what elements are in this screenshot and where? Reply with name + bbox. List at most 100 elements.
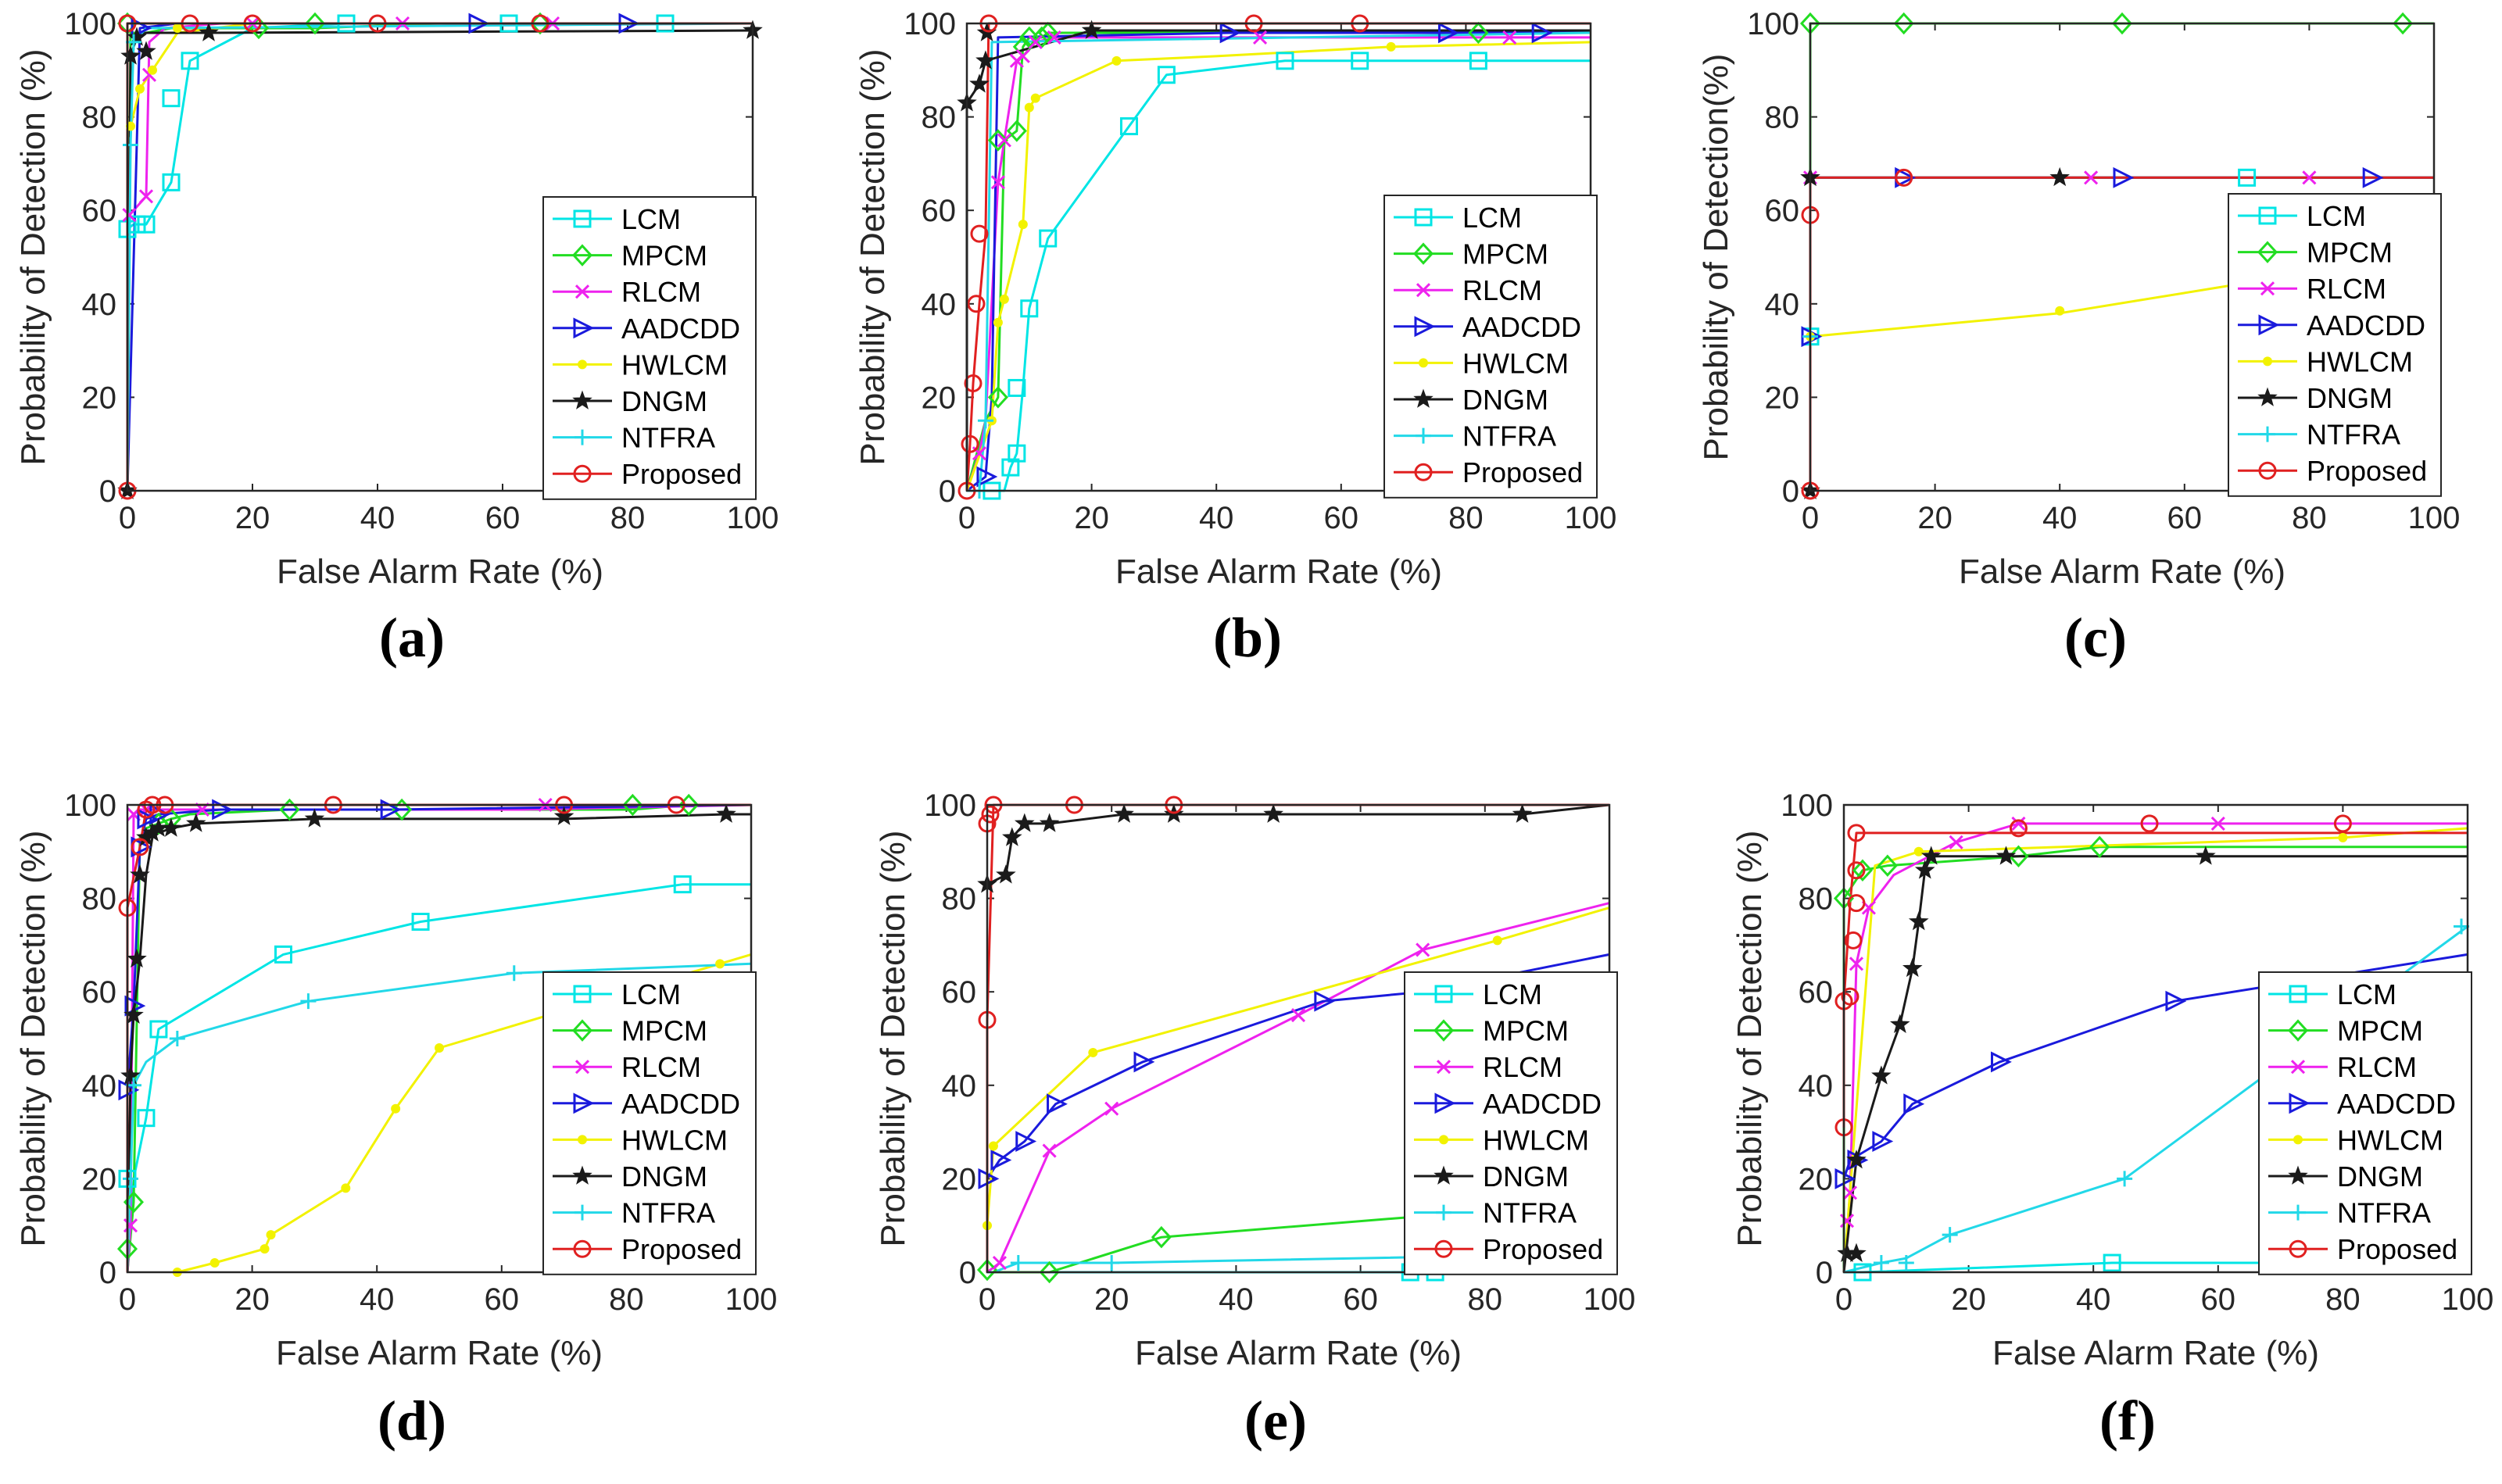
data-point-dngm: [1846, 1150, 1867, 1169]
data-point-hwlcm: [999, 294, 1009, 304]
legend-label-mpcm: MPCM: [621, 1015, 707, 1047]
legend-marker-hwlcm: [1419, 358, 1428, 368]
data-point-dngm: [1871, 1065, 1892, 1085]
y-axis-label: Probability of Detection (%): [14, 48, 52, 465]
data-point-rlcm: [1042, 1143, 1057, 1158]
data-point-proposed: [964, 374, 983, 392]
x-tick-label: 0: [119, 1282, 136, 1317]
legend-marker-proposed: [1414, 463, 1433, 481]
data-point-rlcm: [2011, 816, 2026, 831]
legend-marker-lcm: [2258, 206, 2277, 225]
data-point-ntfra: [123, 137, 138, 153]
legend-marker-dngm: [2257, 387, 2278, 406]
legend-label-mpcm: MPCM: [621, 240, 707, 272]
legend-marker-lcm: [1414, 208, 1433, 227]
legend-label-lcm: LCM: [621, 203, 681, 235]
legend-label-hwlcm: HWLCM: [621, 349, 728, 381]
legend-marker-mpcm: [2257, 241, 2278, 263]
legend-marker-aadcdd: [2289, 1092, 2311, 1114]
data-point-rlcm: [1849, 957, 1864, 971]
x-tick-label: 80: [2292, 501, 2327, 535]
data-point-mpcm: [1006, 120, 1027, 142]
legend-label-rlcm: RLCM: [621, 1051, 701, 1083]
data-point-rlcm: [138, 189, 154, 204]
data-point-dngm: [186, 813, 206, 832]
legend-box: [1404, 971, 1618, 1275]
data-point-hwlcm: [1088, 1047, 1098, 1057]
data-point-dngm: [1914, 860, 1935, 879]
data-point-hwlcm: [1024, 102, 1034, 113]
data-point-dngm: [1890, 1014, 1910, 1033]
data-point-aadcdd: [137, 808, 159, 830]
data-point-aadcdd: [1133, 1051, 1155, 1073]
x-tick-label: 80: [610, 501, 646, 535]
legend: LCM MPCM RLCM AADCDD HWLCM DNGM NTFRA Proposed: [1404, 971, 1618, 1275]
y-tick-label: 20: [922, 381, 957, 415]
data-point-ntfra: [125, 1077, 141, 1093]
legend-marker-ntfra: [2290, 1204, 2306, 1221]
data-point-hwlcm: [1913, 846, 1924, 856]
data-point-rlcm: [1949, 835, 1963, 849]
data-point-dngm: [1846, 1243, 1867, 1262]
data-point-lcm: [1119, 117, 1138, 136]
data-point-aadcdd: [1991, 1051, 2012, 1073]
legend-label-hwlcm: HWLCM: [621, 1124, 728, 1156]
data-point-lcm: [181, 52, 199, 70]
x-tick-label: 80: [609, 1282, 644, 1317]
data-point-hwlcm: [266, 1230, 276, 1240]
panel-label: (f): [2099, 1389, 2156, 1452]
x-axis-label: False Alarm Rate (%): [276, 1334, 603, 1372]
legend-marker-rlcm: [1436, 1060, 1451, 1075]
data-point-hwlcm: [1386, 41, 1396, 52]
y-tick-label: 60: [82, 975, 117, 1010]
series-line-rlcm: [1842, 822, 2468, 1273]
y-tick-label: 80: [1799, 882, 1834, 917]
data-point-dngm: [120, 1065, 141, 1085]
data-point-ntfra: [2117, 1171, 2133, 1187]
data-point-rlcm: [1416, 942, 1430, 957]
data-point-aadcdd: [1903, 1093, 1925, 1115]
data-point-ntfra: [2454, 918, 2470, 935]
data-point-aadcdd: [2113, 166, 2135, 188]
data-point-rlcm: [2084, 170, 2099, 185]
data-point-lcm: [1469, 52, 1487, 70]
legend-label-dngm: DNGM: [621, 1160, 707, 1193]
data-point-ntfra: [1104, 1255, 1120, 1271]
x-axis-label: False Alarm Rate (%): [1959, 552, 2285, 591]
data-point-mpcm: [2111, 12, 2133, 35]
data-point-rlcm: [1047, 30, 1061, 45]
data-point-rlcm: [1290, 1008, 1306, 1023]
data-point-lcm: [1157, 66, 1176, 84]
data-point-mpcm: [279, 798, 300, 821]
x-tick-label: 0: [958, 501, 975, 535]
data-point-proposed: [1895, 168, 1913, 187]
y-tick-label: 0: [1816, 1256, 1833, 1290]
x-tick-label: 40: [360, 1282, 395, 1317]
data-point-rlcm: [1252, 30, 1268, 45]
data-point-proposed: [1847, 894, 1866, 913]
legend-label-aadcdd: AADCDD: [1462, 311, 1581, 343]
legend-marker-aadcdd: [573, 317, 595, 339]
x-tick-label: 80: [1448, 501, 1484, 535]
data-point-mpcm: [2393, 12, 2414, 35]
legend-label-ntfra: NTFRA: [621, 422, 715, 454]
legend-box: [2228, 193, 2442, 497]
data-point-rlcm: [2210, 816, 2225, 831]
data-point-aadcdd: [976, 466, 998, 488]
legend-label-mpcm: MPCM: [1483, 1015, 1569, 1047]
x-tick-label: 20: [234, 1282, 270, 1317]
data-point-dngm: [199, 22, 219, 41]
legend-marker-ntfra: [574, 1204, 590, 1221]
data-point-hwlcm: [988, 1141, 998, 1151]
series-line-aadcdd: [966, 31, 1591, 492]
x-tick-label: 100: [1565, 501, 1617, 535]
y-tick-label: 80: [1765, 101, 1800, 135]
data-point-rlcm: [1502, 30, 1517, 45]
data-point-dngm: [553, 806, 574, 825]
panel-label: (c): [2064, 606, 2127, 669]
y-tick-label: 60: [1765, 194, 1800, 228]
data-point-dngm: [2196, 846, 2216, 865]
data-point-ntfra: [1873, 1255, 1889, 1271]
legend-label-ntfra: NTFRA: [2307, 419, 2400, 451]
y-tick-label: 80: [942, 882, 977, 917]
